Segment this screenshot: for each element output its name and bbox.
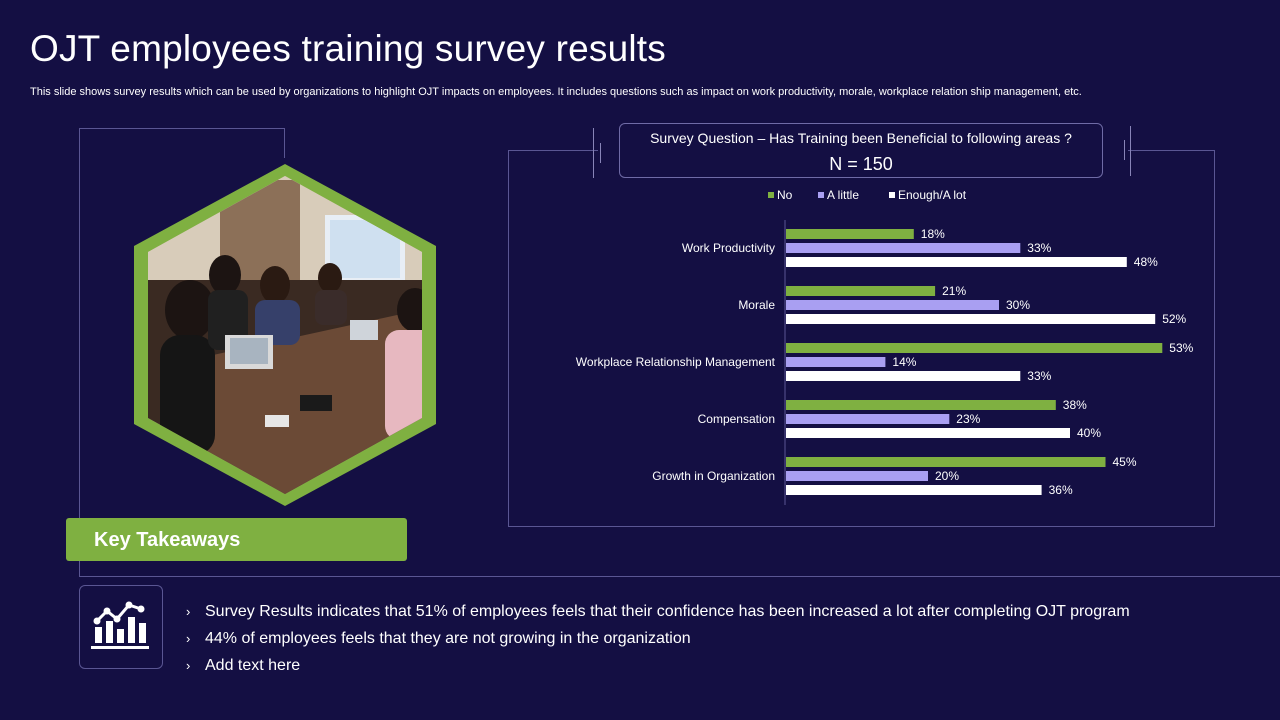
data-label: 52% [1162, 312, 1186, 326]
list-item: › Add text here [186, 652, 1130, 679]
list-item: › 44% of employees feels that they are no… [186, 625, 1130, 652]
bar [786, 243, 1021, 253]
page-title: OJT employees training survey results [30, 28, 666, 69]
bar [786, 343, 1163, 353]
data-label: 33% [1027, 241, 1051, 255]
bar [786, 457, 1106, 467]
data-label: 40% [1077, 426, 1101, 440]
key-takeaways-header: Key Takeaways [66, 518, 407, 561]
left-frame [79, 128, 284, 576]
legend-swatch [818, 192, 824, 198]
frame-tick [1130, 126, 1131, 176]
chart-frame [508, 150, 1215, 527]
bar [786, 471, 928, 481]
frame-tick [1124, 140, 1125, 160]
category-label: Growth in Organization [652, 469, 775, 483]
category-label: Work Productivity [682, 241, 775, 255]
key-takeaways-label: Key Takeaways [94, 529, 241, 551]
data-label: 18% [921, 227, 945, 241]
bar [786, 357, 886, 367]
takeaway-text: Add text here [205, 657, 301, 674]
divider-line [79, 576, 1280, 577]
bar [786, 428, 1070, 438]
bar [786, 286, 936, 296]
chart-frame-top-right [1128, 150, 1215, 151]
data-label: 38% [1063, 398, 1087, 412]
bar [786, 257, 1127, 267]
survey-question: Survey Question – Has Training been Bene… [650, 130, 1072, 146]
bullet-arrow: › [186, 658, 191, 673]
data-label: 30% [1006, 298, 1030, 312]
legend-label: A little [827, 188, 859, 202]
bar [786, 371, 1021, 381]
category-label: Morale [738, 298, 775, 312]
legend-label: No [777, 188, 793, 202]
bullet-arrow: › [186, 631, 191, 646]
left-frame-edge [284, 128, 285, 158]
data-label: 48% [1134, 255, 1158, 269]
bar [786, 300, 999, 310]
meeting-photo-icon [134, 164, 436, 506]
survey-question-box: Survey Question – Has Training been Bene… [619, 123, 1103, 178]
sample-size: N = 150 [829, 154, 893, 174]
data-label: 36% [1049, 483, 1073, 497]
category-label: Compensation [698, 412, 775, 426]
legend-swatch [768, 192, 774, 198]
data-label: 23% [956, 412, 980, 426]
bar [786, 414, 950, 424]
category-label: Workplace Relationship Management [576, 355, 776, 369]
data-label: 21% [942, 284, 966, 298]
bar [786, 400, 1056, 410]
takeaway-text: 44% of employees feels that they are not… [205, 630, 691, 647]
survey-bar-chart: No A little Enough/A lot Work Productivity 1… [576, 188, 1194, 505]
data-label: 45% [1113, 455, 1137, 469]
bullet-arrow: › [186, 604, 191, 619]
list-item: › Survey Results indicates that 51% of em… [186, 598, 1130, 625]
data-label: 53% [1169, 341, 1193, 355]
data-label: 33% [1027, 369, 1051, 383]
frame-tick [593, 128, 594, 178]
growth-chart-icon-box [79, 585, 163, 669]
bar [786, 229, 914, 239]
takeaways-list: › Survey Results indicates that 51% of em… [186, 598, 1130, 679]
legend-swatch [889, 192, 895, 198]
bar [786, 314, 1156, 324]
takeaway-text: Survey Results indicates that 51% of emp… [205, 603, 1130, 620]
legend-label: Enough/A lot [898, 188, 967, 202]
chart-frame-top-left [508, 150, 598, 151]
data-label: 14% [892, 355, 916, 369]
page-subtitle: This slide shows survey results which ca… [30, 86, 1082, 98]
bar [786, 485, 1042, 495]
growth-chart-icon [91, 601, 149, 649]
frame-tick [600, 143, 601, 163]
data-label: 20% [935, 469, 959, 483]
